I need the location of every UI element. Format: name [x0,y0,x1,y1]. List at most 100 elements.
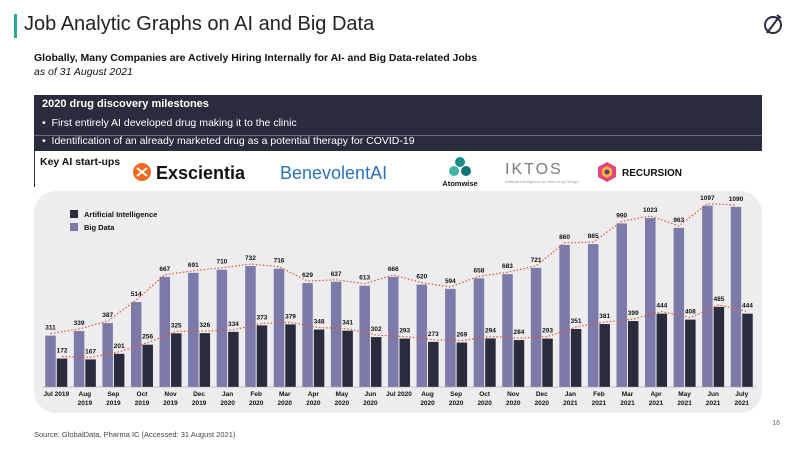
ai-bar [142,344,153,387]
big-data-bar [645,217,656,387]
as-of-date: as of 31 August 2021 [34,66,133,78]
big-data-bar [302,283,313,387]
page-number: 16 [772,420,780,427]
x-tick-label: Jan 2020 [220,391,235,407]
big-data-trend-line [50,203,737,335]
big-data-bar [216,269,228,387]
legend-label-big-data: Big Data [84,223,115,232]
ai-bar [713,306,725,387]
atomwise-name: Atomwise [442,179,477,188]
ai-value-label: 269 [456,332,467,339]
ai-value-label: 373 [257,314,268,321]
big-data-bar [702,205,713,387]
ai-value-label: 273 [428,331,439,338]
jobs-bar-chart: 311 172 Jul 2019 339 167 Aug 2019 387 201 Sep 2019… [42,195,756,407]
x-tick-label: Jul 2019 [43,391,69,398]
x-tick-label: Oct 2019 [135,391,150,407]
startups-rule [34,151,35,187]
title-accent-bar [14,14,17,38]
ai-bar [513,340,525,387]
ai-bar [313,329,325,387]
big-data-bar [388,276,399,387]
ai-value-label: 293 [542,328,553,335]
big-data-value-label: 1090 [729,196,744,203]
ai-bar [56,358,68,387]
ai-value-label: 399 [628,310,639,317]
ai-value-label: 379 [285,313,296,320]
big-data-bar [445,288,456,387]
big-data-bar [188,272,199,387]
milestone-item: • First entirely AI developed drug makin… [42,117,297,129]
ai-bar [656,313,668,387]
big-data-bar [559,244,570,387]
big-data-value-label: 629 [302,272,313,279]
big-data-value-label: 311 [45,325,56,332]
ai-bar [285,324,296,387]
bullet-glyph: • [42,135,46,147]
x-tick-label: Feb 2020 [249,391,264,407]
x-tick-label: July 2021 [734,391,749,407]
ai-bar [485,338,496,387]
iktos-name: IKTOS [505,161,563,178]
x-tick-label: Jun 2021 [706,391,721,407]
ai-value-label: 334 [228,321,239,328]
big-data-value-label: 716 [274,258,285,265]
big-data-value-label: 1097 [700,195,715,202]
milestone-text: First entirely AI developed drug making … [51,117,297,129]
startup-logos: Exscientia BenevolentAI Atomwise IKTOS A… [133,157,682,188]
x-tick-label: Dec 2019 [192,391,207,407]
ai-bar [570,329,582,387]
ai-bar [199,333,211,387]
legend-swatch-big-data [70,223,78,231]
big-data-bar [530,267,542,387]
source-note: Source: GlobalData, Pharma IC (Accessed:… [34,430,236,439]
x-tick-label: Dec 2020 [535,391,550,407]
milestones-divider [34,135,762,136]
x-tick-label: Feb 2021 [592,391,607,407]
milestone-item: • Identification of an already marketed … [42,135,415,147]
x-tick-label: Apr 2020 [306,391,321,407]
ai-bar [627,321,639,387]
ai-value-label: 341 [342,320,353,327]
big-data-bar [616,223,627,387]
recursion-logo: RECURSION [598,162,682,182]
ai-bar [342,330,353,387]
big-data-value-label: 865 [588,233,599,240]
ai-bar [428,341,439,387]
ai-value-label: 351 [571,318,582,325]
recursion-name: RECURSION [622,168,682,179]
ai-bar [742,313,753,387]
big-data-value-label: 990 [616,212,627,219]
atomwise-logo: Atomwise [442,157,478,188]
page-subtitle: Globally, Many Companies are Actively Hi… [34,52,478,64]
big-data-value-label: 1023 [643,207,658,214]
big-data-bar [473,278,485,387]
ai-value-label: 284 [514,329,525,336]
big-data-bar [673,227,685,387]
x-tick-label: Nov 2020 [506,391,521,407]
ai-bar [171,333,182,387]
ai-value-label: 294 [485,327,496,334]
big-data-bar [502,274,513,387]
x-tick-label: Nov 2019 [163,391,178,407]
legend-label-ai: Artificial Intelligence [84,210,157,219]
big-data-value-label: 860 [559,234,570,241]
big-data-value-label: 963 [673,217,684,224]
x-tick-label: May 2020 [335,391,350,407]
big-data-value-label: 667 [159,266,170,273]
page-title: Job Analytic Graphs on AI and Big Data [24,13,375,35]
big-data-value-label: 637 [331,271,342,278]
big-data-bar [330,281,342,387]
ai-bar [542,338,553,387]
legend-swatch-ai [70,210,78,218]
ai-value-label: 408 [685,309,696,316]
ai-value-label: 348 [314,319,325,326]
brand-logo-icon [764,14,782,34]
ai-bar [456,342,468,387]
big-data-bar [587,244,599,387]
big-data-bar [159,276,171,387]
ai-bar [256,325,268,387]
ai-value-label: 302 [371,326,382,333]
big-data-value-label: 339 [74,320,85,327]
x-tick-label: Oct 2020 [477,391,492,407]
